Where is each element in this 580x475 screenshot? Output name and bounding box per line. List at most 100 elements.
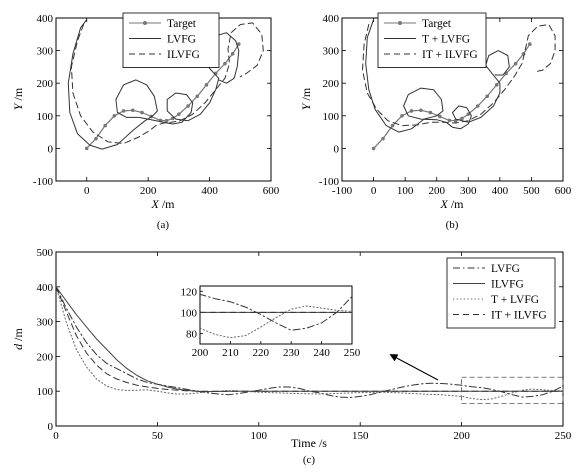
panel-c-legend-label: T + LVFG <box>491 294 539 306</box>
panel-c-caption: (c) <box>303 454 316 466</box>
panel-b-y-tick-label: -100 <box>319 176 340 188</box>
panel-b-series-0-marker <box>528 42 532 46</box>
panel-b-x-tick-label: 0 <box>371 185 377 197</box>
panel-b-x-tick-label: 600 <box>555 185 572 197</box>
panel-a-series-0-marker <box>236 42 241 46</box>
panel-a-legend-label: LVFG <box>167 34 196 46</box>
panel-c-legend-label: IT + ILVFG <box>491 310 547 322</box>
panel-b-series-0-marker <box>409 109 414 113</box>
panel-b-series-0-marker <box>494 83 499 87</box>
panel-a-y-tick-label: 0 <box>48 143 54 155</box>
panel-b-series-0-marker <box>428 110 433 115</box>
panel-a-caption: (a) <box>157 219 170 231</box>
panel-a-y-tick-label: 100 <box>37 111 54 123</box>
panel-c-inset-frame <box>199 285 353 345</box>
panel-a-series-0-marker <box>84 146 89 151</box>
panel-c-inset-x-tick-label: 240 <box>313 347 330 359</box>
panel-b-x-tick-label: 500 <box>523 185 540 197</box>
panel-a-series-0-marker <box>186 104 190 108</box>
panel-b-series-0-marker <box>513 61 518 66</box>
panel-a-series-0-marker <box>112 114 117 118</box>
panel-c-inset-series-0 <box>200 293 352 331</box>
panel-c-x-tick-label: 150 <box>352 430 369 442</box>
panel-b-y-tick-label: 0 <box>334 143 340 155</box>
panel-c-y-tick-label: 400 <box>37 282 54 294</box>
panel-c-series-2 <box>56 286 563 401</box>
panel-b-y-tick-label: 100 <box>323 111 340 123</box>
panel-c-legend <box>446 257 556 329</box>
panel-b-series-1 <box>365 19 510 133</box>
panel-b-caption: (b) <box>446 219 459 231</box>
panel-c-x-tick-label: 0 <box>53 430 59 442</box>
panel-c-y-tick-label: 0 <box>48 421 54 433</box>
panel-b-series-0-marker <box>447 118 452 123</box>
panel-a-y-tick-label: -100 <box>33 176 54 188</box>
panel-c-legend-label: LVFG <box>491 263 520 275</box>
panel-a-series-2 <box>70 22 264 144</box>
panel-b-y-label: Y /m <box>299 87 313 110</box>
panel-b-x-tick-label: -100 <box>332 185 353 197</box>
panel-a-x-tick-label: 400 <box>201 185 218 197</box>
panel-b-series-0-marker <box>485 94 490 99</box>
panel-c-legend-label: ILVFG <box>491 279 524 291</box>
panel-a-series-0-marker <box>140 110 144 115</box>
panel-b-series-0-marker <box>381 136 385 141</box>
panel-b-legend-label: T + LVFG <box>422 34 470 46</box>
panel-c-inset-y-tick-label: 120 <box>181 286 198 298</box>
panel-c-y-tick-label: 300 <box>37 317 54 329</box>
panel-a-legend-label: Target <box>167 18 197 30</box>
panel-b-series-0-marker <box>438 114 442 119</box>
panel-a-series-0-marker <box>195 94 200 99</box>
panel-a-series-0-marker <box>164 118 169 123</box>
panel-c-inset-x-tick-label: 200 <box>192 347 209 359</box>
panel-c-x-tick-label: 100 <box>251 430 268 442</box>
panel-a-x-label: X /m <box>150 197 175 211</box>
panel-c-y-label: d /m <box>11 328 25 350</box>
panel-c-arrow <box>389 354 439 381</box>
panel-a-series-0-marker <box>94 136 98 141</box>
panel-b-series-2 <box>362 24 556 127</box>
panel-b-x-tick-label: 200 <box>428 185 445 197</box>
panel-c-x-tick-label: 250 <box>555 430 572 442</box>
panel-b-series-0-marker <box>475 104 480 108</box>
panel-a-series-0-marker <box>121 109 126 113</box>
panel-b-series-0-marker <box>460 116 464 121</box>
panel-c-inset-y-tick-label: 80 <box>186 328 198 340</box>
panel-b-y-tick-label: 200 <box>323 78 340 90</box>
panel-b-y-tick-label: 400 <box>323 13 340 25</box>
panel-a-x-tick-label: 600 <box>263 185 280 197</box>
panel-a-y-tick-label: 200 <box>37 78 54 90</box>
panel-c-y-tick-label: 200 <box>37 351 54 363</box>
panel-c-inset-x-tick-label: 230 <box>283 347 300 359</box>
panel-a-x-tick-label: 0 <box>84 185 90 197</box>
panel-c-inset-y-tick-label: 100 <box>181 307 198 319</box>
panel-a-y-tick-label: 400 <box>37 13 54 25</box>
panel-a-series-0-marker <box>130 108 135 113</box>
panel-a-legend-label: ILVFG <box>167 49 200 61</box>
panel-c-inset-x-tick-label: 220 <box>253 347 270 359</box>
panel-c-inset-series-2 <box>200 305 352 339</box>
panel-b-series-0-marker <box>371 146 376 151</box>
panel-a-legend-marker <box>143 21 147 25</box>
panel-b-series-0-marker <box>419 108 423 113</box>
panel-c-y-tick-label: 500 <box>37 247 54 259</box>
panel-a-y-tick-label: 300 <box>37 46 54 58</box>
panel-b-series-0-marker <box>390 123 395 128</box>
panel-b-x-label: X /m <box>439 197 464 211</box>
panel-a-series-0-marker <box>230 52 235 56</box>
panel-c-x-tick-label: 200 <box>453 430 470 442</box>
panel-b-legend-marker <box>398 21 402 25</box>
panel-c-zoom-box <box>461 376 564 404</box>
panel-b-series-0-marker <box>466 112 471 116</box>
panel-b-legend-label: IT + ILVFG <box>422 49 478 61</box>
panel-b-x-tick-label: 300 <box>460 185 477 197</box>
panel-a-series-0-marker <box>103 123 107 128</box>
panel-c-x-tick-label: 50 <box>152 430 164 442</box>
panel-b-y-tick-label: 300 <box>323 46 340 58</box>
panel-c-x-label: Time /s <box>291 436 327 450</box>
panel-c-series-3 <box>56 286 563 392</box>
panel-a-series-0-marker <box>223 61 227 66</box>
panel-a-series-0-marker <box>204 83 209 87</box>
